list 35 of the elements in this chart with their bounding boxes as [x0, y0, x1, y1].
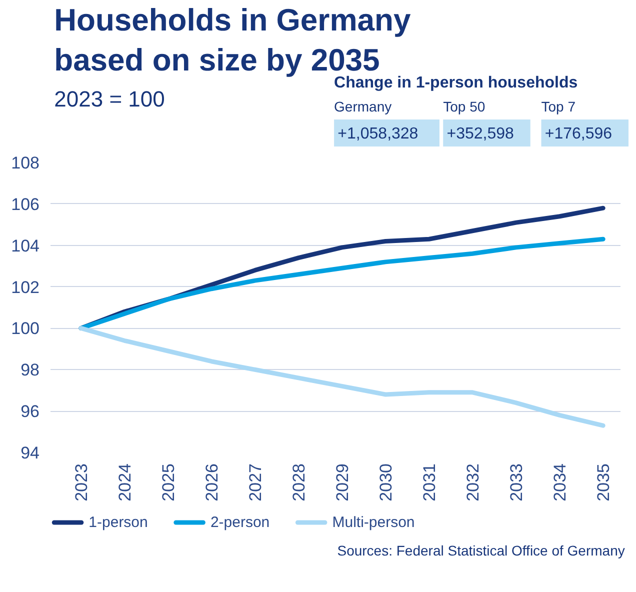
text: Germany	[334, 98, 392, 114]
y-tick-label: 94	[20, 444, 40, 462]
line-series	[78, 236, 606, 330]
y-tick-label: 108	[11, 154, 40, 172]
text: Change in 1-person households	[334, 74, 578, 92]
text: +1,058,328	[338, 126, 418, 142]
x-tick-label: 2028	[290, 463, 309, 502]
x-tick-label: 2035	[594, 463, 614, 502]
x-tick-label: 2023	[72, 463, 91, 502]
text: +176,596	[544, 126, 612, 142]
text: +352,598	[446, 126, 514, 142]
y-tick-label: 104	[11, 236, 40, 256]
x-tick-label: 2034	[550, 463, 570, 502]
y-tick-label: 98	[20, 360, 40, 380]
line-series	[78, 326, 606, 428]
legend-label: 2-person	[210, 514, 270, 531]
x-tick-label: 2024	[115, 463, 134, 502]
chart-subtitle: 2023 = 100	[54, 86, 165, 112]
x-tick-label: 2027	[246, 463, 266, 502]
x-tick-label: 2030	[376, 463, 396, 502]
x-tick-label: 2033	[507, 463, 526, 502]
source-note: Sources: Federal Statistical Office of Germany	[337, 542, 625, 558]
x-tick-label: 2026	[202, 463, 222, 502]
x-tick-label: 2032	[464, 463, 483, 502]
legend-label: Multi-person	[332, 514, 415, 531]
legend-label: 1-person	[88, 514, 148, 531]
x-tick-label: 2029	[333, 463, 352, 502]
text: Top 7	[541, 98, 576, 114]
y-tick-label: 102	[11, 278, 40, 297]
text: Top 50	[443, 98, 486, 114]
x-tick-label: 2025	[158, 463, 178, 502]
y-tick-label: 106	[11, 194, 40, 214]
y-tick-label: 100	[11, 319, 40, 338]
y-tick-label: 96	[20, 402, 40, 422]
x-tick-label: 2031	[420, 463, 440, 502]
